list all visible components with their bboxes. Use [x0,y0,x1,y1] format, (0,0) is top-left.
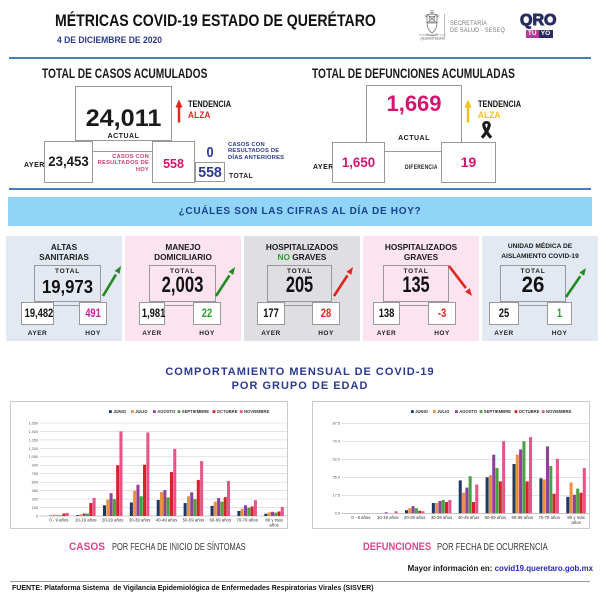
svg-text:SEPTIEMBRE: SEPTIEMBRE [182,409,209,414]
svg-text:años: años [571,520,580,525]
svg-text:NOVIEMBRE: NOVIEMBRE [546,409,572,414]
svg-text:600: 600 [32,481,38,485]
svg-text:87.5: 87.5 [333,422,340,426]
svg-text:35.0: 35.0 [333,476,340,480]
svg-text:JUNIO: JUNIO [113,409,127,414]
svg-text:0: 0 [36,514,38,518]
svg-text:1,050: 1,050 [28,455,38,459]
svg-text:0 - 9 años: 0 - 9 años [351,515,370,520]
svg-text:1,650: 1,650 [28,421,38,425]
svg-text:60-69 años: 60-69 años [512,515,534,520]
svg-text:SEPTIEMBRE: SEPTIEMBRE [484,409,511,414]
svg-text:900: 900 [32,464,38,468]
svg-text:0 - 9 años: 0 - 9 años [49,518,68,523]
svg-text:JULIO: JULIO [437,409,450,414]
svg-text:750: 750 [32,472,38,476]
svg-text:JULIO: JULIO [135,409,148,414]
svg-text:1,200: 1,200 [28,447,38,451]
svg-text:150: 150 [32,506,38,510]
svg-text:0.0: 0.0 [335,512,340,516]
svg-text:40-49 años: 40-49 años [458,515,480,520]
svg-text:años: años [269,523,278,528]
svg-text:10-19 años: 10-19 años [75,518,97,523]
svg-text:JUNIO: JUNIO [415,409,429,414]
svg-text:70-79 años: 70-79 años [538,515,560,520]
svg-text:450: 450 [32,489,38,493]
svg-text:NOVIEMBRE: NOVIEMBRE [244,409,270,414]
svg-text:1,500: 1,500 [28,430,38,434]
svg-text:50-59 años: 50-59 años [183,518,205,523]
svg-text:70-79 años: 70-79 años [236,518,258,523]
svg-text:17.5: 17.5 [333,494,340,498]
svg-text:50-59 años: 50-59 años [485,515,507,520]
svg-text:80 y más: 80 y más [567,515,584,520]
svg-text:AGOSTO: AGOSTO [459,409,478,414]
svg-text:30-39 años: 30-39 años [129,518,151,523]
svg-text:20-29 años: 20-29 años [404,515,426,520]
svg-text:80 y mas: 80 y mas [265,518,282,523]
svg-text:1,350: 1,350 [28,438,38,442]
svg-text:OCTUBRE: OCTUBRE [519,409,540,414]
svg-text:30-39 años: 30-39 años [431,515,453,520]
svg-text:60-69 años: 60-69 años [210,518,232,523]
svg-text:52.5: 52.5 [333,458,340,462]
svg-text:20-29 años: 20-29 años [102,518,124,523]
svg-text:10-19 años: 10-19 años [377,515,399,520]
svg-text:OCTUBRE: OCTUBRE [217,409,238,414]
svg-text:AGOSTO: AGOSTO [157,409,176,414]
svg-text:70.0: 70.0 [333,440,340,444]
svg-text:300: 300 [32,497,38,501]
svg-text:40-49 años: 40-49 años [156,518,178,523]
